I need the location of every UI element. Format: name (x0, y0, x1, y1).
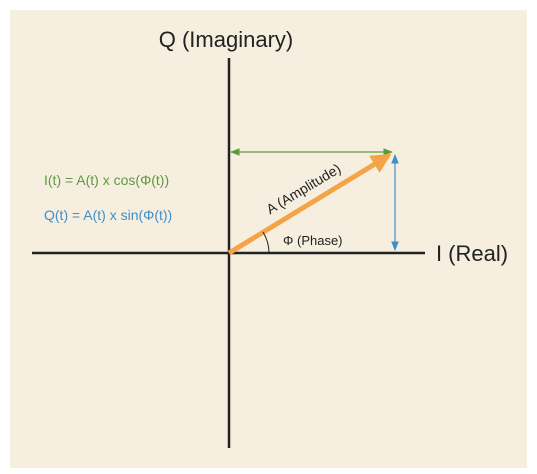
q-axis-label: Q (Imaginary) (159, 27, 293, 52)
amplitude-vector (227, 153, 392, 256)
q-equation: Q(t) = A(t) x sin(Φ(t)) (44, 207, 172, 223)
phase-arc (262, 231, 270, 254)
panel (10, 10, 527, 468)
i-equation: I(t) = A(t) x cos(Φ(t)) (44, 172, 169, 188)
i-axis-label: I (Real) (436, 241, 508, 266)
phase-label: Φ (Phase) (283, 233, 343, 248)
